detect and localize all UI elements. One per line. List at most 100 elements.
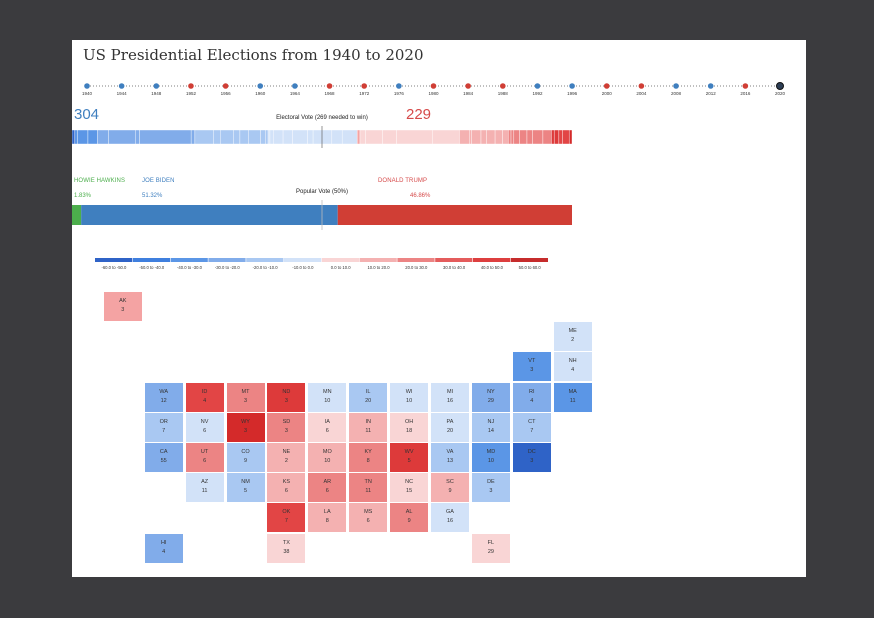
electoral-segment-vt[interactable]: [74, 129, 78, 145]
timeline-year-label[interactable]: 1940: [82, 91, 93, 96]
state-tile-co[interactable]: CO 9: [226, 443, 265, 472]
state-tile-nd[interactable]: ND 3: [267, 382, 306, 412]
state-tile-pa[interactable]: PA 20: [431, 412, 469, 442]
state-tile-nv[interactable]: NV 6: [185, 412, 224, 442]
state-tile-mn[interactable]: MN 10: [308, 382, 347, 412]
electoral-segment-ak[interactable]: [356, 129, 361, 145]
state-tile-va[interactable]: VA 13: [431, 443, 469, 472]
electoral-segment-tn[interactable]: [532, 129, 544, 145]
state-tile-ak[interactable]: AK 3: [103, 292, 142, 321]
timeline-year-dot-1996[interactable]: [569, 83, 575, 89]
state-tile-sc[interactable]: SC 9: [431, 473, 469, 503]
state-tile-tn[interactable]: TN 11: [349, 473, 388, 503]
timeline-year-dot-1968[interactable]: [326, 83, 333, 89]
state-tile-de[interactable]: DE 3: [471, 473, 510, 503]
timeline-year-dot-1940[interactable]: [84, 83, 90, 89]
state-tile-md[interactable]: MD 10: [471, 443, 510, 472]
state-tile-ne[interactable]: NE 2: [267, 443, 306, 472]
state-tile-ct[interactable]: CT 7: [512, 412, 551, 442]
electoral-segment-ut[interactable]: [513, 129, 520, 145]
electoral-segment-al[interactable]: [542, 129, 552, 145]
state-tile-ma[interactable]: MA 11: [553, 382, 592, 412]
electoral-segment-mn[interactable]: [273, 129, 284, 145]
electoral-segment-nm[interactable]: [260, 129, 266, 145]
electoral-segment-de[interactable]: [265, 129, 269, 145]
timeline-year-dot-2020[interactable]: [776, 82, 784, 90]
electoral-segment-ca[interactable]: [139, 129, 192, 145]
electoral-segment-az[interactable]: [331, 129, 343, 145]
state-tile-ia[interactable]: IA 6: [308, 412, 347, 442]
electoral-segment-co[interactable]: [239, 129, 249, 145]
electoral-segment-ct[interactable]: [233, 129, 241, 145]
electoral-segment-ny[interactable]: [108, 129, 136, 145]
electoral-segment-mt[interactable]: [508, 129, 512, 145]
popular-rep-segment[interactable]: [337, 205, 572, 225]
electoral-segment-wv[interactable]: [553, 129, 560, 145]
electoral-segment-wy[interactable]: [568, 129, 573, 145]
timeline-year-label[interactable]: 1964: [290, 91, 301, 96]
timeline-year-label[interactable]: 1944: [117, 91, 128, 96]
state-tile-in[interactable]: IN 11: [349, 412, 388, 442]
electoral-segment-nc[interactable]: [382, 129, 397, 145]
state-tile-nh[interactable]: NH 4: [553, 352, 592, 382]
electoral-segment-nv[interactable]: [307, 129, 314, 145]
electoral-segment-id[interactable]: [558, 129, 563, 145]
timeline-year-label[interactable]: 1992: [532, 91, 543, 96]
state-tile-me[interactable]: ME 2: [553, 322, 592, 352]
timeline-year-label[interactable]: 2012: [706, 91, 717, 96]
timeline-year-label[interactable]: 1968: [325, 91, 336, 96]
electoral-segment-va[interactable]: [248, 129, 261, 145]
state-tile-mo[interactable]: MO 10: [308, 443, 347, 472]
state-tile-fl[interactable]: FL 29: [471, 533, 510, 563]
state-tile-ca[interactable]: CA 55: [144, 443, 183, 472]
state-tile-or[interactable]: OR 7: [144, 412, 183, 442]
timeline-year-dot-1944[interactable]: [118, 83, 125, 89]
timeline-year-label[interactable]: 2000: [602, 91, 613, 96]
electoral-segment-or[interactable]: [213, 129, 221, 145]
state-tile-mt[interactable]: MT 3: [226, 382, 265, 412]
electoral-segment-nh[interactable]: [269, 129, 274, 145]
timeline-year-label[interactable]: 1996: [567, 91, 578, 96]
state-tile-oh[interactable]: OH 18: [390, 412, 429, 442]
state-tile-ny[interactable]: NY 29: [471, 382, 510, 412]
electoral-segment-ms[interactable]: [502, 129, 509, 145]
electoral-segment-ga[interactable]: [341, 129, 358, 145]
state-tile-ar[interactable]: AR 6: [308, 473, 347, 503]
electoral-segment-ky[interactable]: [519, 129, 528, 145]
timeline-year-dot-1960[interactable]: [257, 83, 264, 89]
timeline-year-dot-1952[interactable]: [188, 83, 194, 89]
timeline-year-dot-1956[interactable]: [222, 83, 229, 89]
electoral-segment-ks[interactable]: [480, 129, 487, 145]
timeline-year-dot-1964[interactable]: [292, 83, 298, 89]
timeline-year-label[interactable]: 1960: [255, 91, 266, 96]
timeline-year-dot-2012[interactable]: [707, 83, 714, 89]
state-tile-mi[interactable]: MI 16: [431, 382, 469, 412]
state-tile-tx[interactable]: TX 38: [267, 533, 306, 563]
state-tile-id[interactable]: ID 4: [185, 382, 224, 412]
electoral-segment-ar[interactable]: [526, 129, 533, 145]
state-tile-al[interactable]: AL 9: [390, 503, 429, 533]
electoral-segment-il[interactable]: [194, 129, 214, 145]
state-tile-sd[interactable]: SD 3: [267, 412, 306, 442]
state-tile-nm[interactable]: NM 5: [226, 473, 265, 503]
timeline-year-dot-1976[interactable]: [396, 83, 402, 89]
electoral-segment-dc[interactable]: [72, 129, 76, 145]
electoral-segment-ne[interactable]: [469, 129, 472, 145]
timeline-year-label[interactable]: 2020: [775, 91, 786, 96]
electoral-segment-nj[interactable]: [220, 129, 234, 145]
state-tile-wa[interactable]: WA 12: [144, 382, 183, 412]
timeline-year-label[interactable]: 1952: [186, 91, 197, 96]
popular-dem-segment[interactable]: [81, 205, 338, 225]
timeline-year-dot-2004[interactable]: [638, 83, 645, 89]
state-tile-wv[interactable]: WV 5: [390, 443, 429, 472]
electoral-segment-fl[interactable]: [432, 129, 460, 145]
electoral-segment-la[interactable]: [494, 129, 503, 145]
electoral-segment-tx[interactable]: [396, 129, 433, 145]
timeline-year-label[interactable]: 1956: [221, 91, 232, 96]
electoral-segment-ia[interactable]: [359, 129, 366, 145]
timeline-year-label[interactable]: 1972: [359, 91, 370, 96]
state-tile-nj[interactable]: NJ 14: [471, 412, 510, 442]
timeline-year-dot-1988[interactable]: [500, 83, 506, 89]
electoral-segment-wa[interactable]: [97, 129, 109, 145]
electoral-segment-nd[interactable]: [551, 129, 555, 145]
